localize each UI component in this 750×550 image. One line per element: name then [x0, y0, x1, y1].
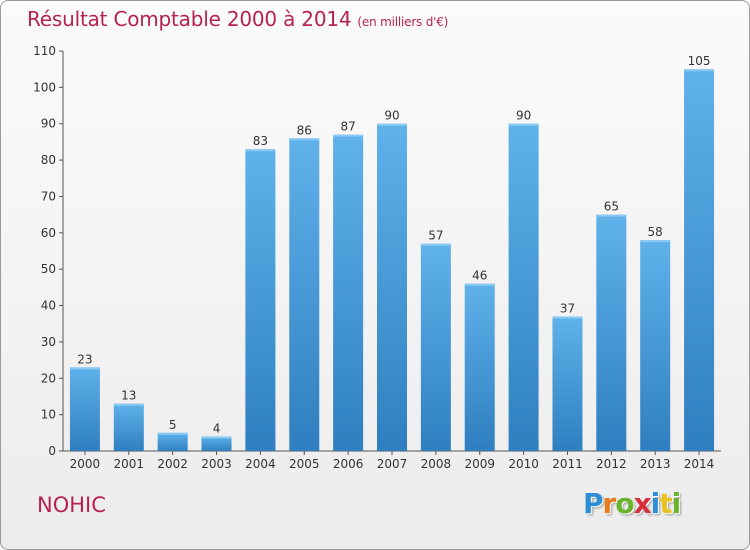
bar-value-label: 23	[77, 352, 92, 366]
x-tick-label: 2000	[70, 457, 101, 471]
x-tick-label: 2012	[596, 457, 627, 471]
y-tick-label: 100	[33, 80, 56, 94]
x-tick-label: 2001	[114, 457, 145, 471]
logo-letter: x	[633, 487, 652, 520]
bar-value-label: 105	[688, 54, 711, 68]
bar-value-label: 87	[340, 120, 355, 134]
bar-value-label: 57	[428, 229, 443, 243]
bar	[69, 367, 100, 451]
bar	[508, 123, 539, 452]
y-tick-label: 110	[33, 44, 56, 58]
x-tick-label: 2003	[201, 457, 232, 471]
bar	[684, 69, 715, 451]
bar	[245, 149, 276, 451]
x-tick-label: 2002	[157, 457, 188, 471]
y-tick-label: 0	[48, 444, 56, 458]
y-tick-label: 20	[41, 371, 56, 385]
bar	[552, 316, 583, 451]
bar-value-label: 86	[297, 123, 312, 137]
bar	[640, 240, 671, 451]
x-tick-label: 2010	[508, 457, 539, 471]
chart-title: Résultat Comptable 2000 à 2014 (en millie…	[27, 7, 448, 31]
bar	[377, 123, 407, 452]
bar-value-label: 46	[472, 269, 487, 283]
commune-name: NOHIC	[37, 493, 106, 517]
bar-value-label: 13	[121, 389, 136, 403]
bar-highlight	[420, 243, 451, 246]
x-tick-label: 2013	[640, 457, 671, 471]
logo-letter: r	[602, 487, 617, 520]
proxiti-logo: Proxiti	[583, 487, 682, 520]
logo-letter: P	[583, 487, 604, 520]
logo-letter: i	[671, 487, 682, 520]
logo-letter: o	[615, 487, 634, 520]
x-tick-label: 2007	[377, 457, 408, 471]
bar-highlight	[157, 432, 188, 435]
bar-value-label: 90	[384, 109, 399, 123]
bar-value-label: 5	[169, 418, 177, 432]
logo-letter: t	[659, 487, 672, 520]
bar	[113, 403, 144, 451]
y-tick-label: 40	[41, 299, 56, 313]
bar-highlight	[69, 367, 100, 370]
chart-subtitle: (en milliers d'€)	[357, 15, 449, 29]
bar-highlight	[552, 316, 583, 319]
bar	[420, 243, 451, 451]
bar-highlight	[289, 138, 320, 141]
bar	[157, 432, 188, 451]
bar-highlight	[464, 283, 495, 286]
x-tick-label: 2005	[289, 457, 320, 471]
bar	[464, 283, 495, 451]
x-tick-label: 2014	[684, 457, 715, 471]
bar-value-label: 58	[648, 225, 663, 239]
bar-value-label: 4	[213, 421, 221, 435]
logo-letter: i	[650, 487, 661, 520]
y-tick-label: 50	[41, 262, 56, 276]
y-tick-label: 30	[41, 335, 56, 349]
bar-highlight	[640, 240, 671, 243]
bar	[201, 436, 232, 451]
bar	[596, 214, 627, 451]
y-tick-label: 10	[41, 408, 56, 422]
bar-value-label: 90	[516, 109, 531, 123]
bar-highlight	[245, 149, 276, 152]
bar-value-label: 83	[253, 134, 268, 148]
x-tick-label: 2009	[464, 457, 495, 471]
x-tick-label: 2006	[333, 457, 364, 471]
x-tick-label: 2011	[552, 457, 583, 471]
bar-highlight	[377, 123, 407, 126]
bar-highlight	[333, 134, 364, 137]
bar-value-label: 37	[560, 301, 575, 315]
bar	[333, 134, 364, 452]
bar-highlight	[113, 403, 144, 406]
chart-title-text: Résultat Comptable 2000 à 2014	[27, 7, 352, 31]
bar-highlight	[684, 69, 715, 72]
y-tick-label: 60	[41, 226, 56, 240]
y-tick-label: 90	[41, 117, 56, 131]
bar-highlight	[596, 214, 627, 217]
x-tick-label: 2004	[245, 457, 276, 471]
x-tick-label: 2008	[421, 457, 452, 471]
bar	[289, 138, 320, 452]
bar-highlight	[508, 123, 539, 126]
y-tick-label: 80	[41, 153, 56, 167]
y-tick-label: 70	[41, 189, 56, 203]
bar-value-label: 65	[604, 200, 619, 214]
bar-highlight	[201, 436, 232, 439]
